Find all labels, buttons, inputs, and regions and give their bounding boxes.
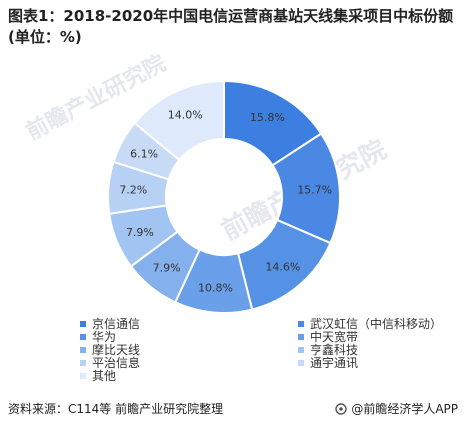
legend-item: 武汉虹信（中信科移动）: [298, 317, 442, 331]
legend-item: 中天宽带: [298, 330, 358, 344]
legend-swatch: [80, 373, 86, 379]
brand-credit: @前瞻经济学人APP: [335, 400, 458, 417]
slice-value-label: 15.7%: [297, 183, 332, 196]
legend-swatch: [80, 334, 86, 340]
slice-value-label: 7.2%: [119, 184, 147, 197]
source-note: 资料来源：C114等 前瞻产业研究院整理: [8, 402, 224, 416]
slice-value-label: 15.8%: [250, 111, 285, 124]
legend-swatch: [298, 360, 304, 366]
slice-value-label: 14.0%: [168, 109, 203, 122]
legend-label: 平治信息: [92, 356, 141, 370]
legend-label: 通宇通讯: [310, 356, 359, 370]
slice-value-label: 6.1%: [130, 147, 158, 160]
slice-value-label: 7.9%: [126, 226, 154, 239]
legend-label: 亨鑫科技: [310, 343, 359, 357]
legend-swatch: [298, 321, 304, 327]
legend-label: 其他: [92, 369, 117, 383]
legend-item: 平治信息: [80, 356, 140, 370]
donut-chart: 15.8% 15.7% 14.6% 10.8% 7.9% 7.9% 7.2% 6.1% 14.0…: [107, 79, 341, 314]
legend-swatch: [80, 347, 86, 353]
legend-item: 京信通信: [80, 317, 140, 331]
legend-item: 华为: [80, 330, 116, 344]
slice-value-label: 10.8%: [198, 282, 233, 295]
legend-swatch: [80, 321, 86, 327]
legend-item: 摩比天线: [80, 343, 140, 357]
donut-slice: [133, 79, 225, 162]
legend-swatch: [298, 347, 304, 353]
legend-swatch: [298, 334, 304, 340]
legend-label: 武汉虹信（中信科移动）: [310, 317, 443, 331]
legend-swatch: [80, 360, 86, 366]
brand-text: @前瞻经济学人APP: [351, 402, 458, 416]
legend-label: 京信通信: [92, 317, 141, 331]
legend-label: 中天宽带: [310, 330, 359, 344]
legend-label: 华为: [92, 330, 117, 344]
legend-item: 其他: [80, 369, 116, 383]
slice-value-label: 14.6%: [265, 260, 300, 273]
legend-label: 摩比天线: [92, 343, 141, 357]
legend-item: 通宇通讯: [298, 356, 358, 370]
chart-title: 图表1：2018-2020年中国电信运营商基站天线集采项目中标份额(单位：%): [8, 7, 454, 46]
brand-logo-icon: [335, 402, 348, 415]
slice-value-label: 7.9%: [153, 262, 181, 275]
legend-item: 亨鑫科技: [298, 343, 358, 357]
